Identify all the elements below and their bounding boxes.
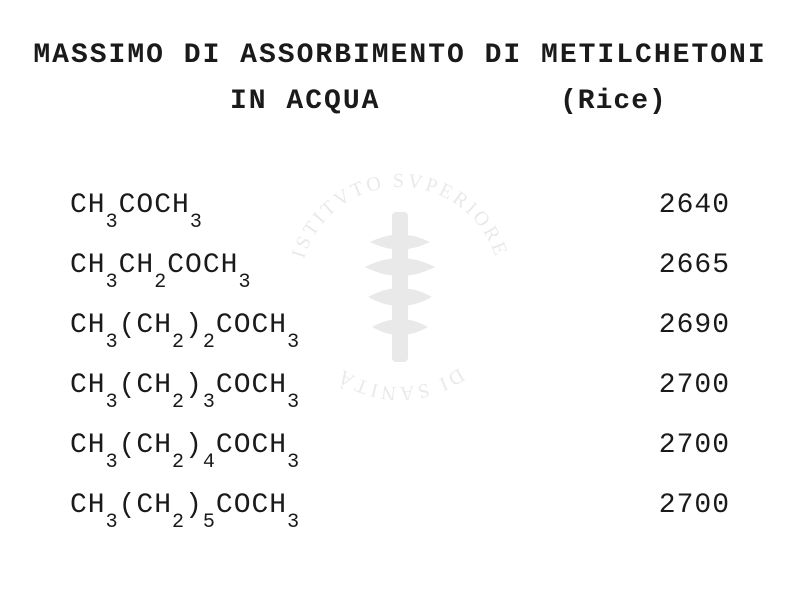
formula: CH3(CH2)3COCH3 [70,370,300,406]
title-author: (Rice) [560,86,667,117]
formula: CH3CH2COCH3 [70,250,251,286]
table-row: CH3COCH3 2640 [70,190,730,250]
absorption-value: 2665 [659,250,730,281]
table-row: CH3CH2COCH3 2665 [70,250,730,310]
absorption-value: 2690 [659,310,730,341]
table-row: CH3(CH2)3COCH3 2700 [70,370,730,430]
formula: CH3(CH2)2COCH3 [70,310,300,346]
absorption-value: 2700 [659,370,730,401]
page: ISTITVTO SVPERIORE DI SANITÀ MASSIMO DI … [0,0,800,600]
formula: CH3(CH2)5COCH3 [70,490,300,526]
title-line-2: IN ACQUA [230,86,380,117]
absorption-value: 2640 [659,190,730,221]
absorption-value: 2700 [659,430,730,461]
entries-table: CH3COCH3 2640 CH3CH2COCH3 2665 CH3(CH2)2COCH… [70,190,730,550]
title-line-1: MASSIMO DI ASSORBIMENTO DI METILCHETONI [0,40,800,71]
absorption-value: 2700 [659,490,730,521]
table-row: CH3(CH2)4COCH3 2700 [70,430,730,490]
formula: CH3(CH2)4COCH3 [70,430,300,466]
table-row: CH3(CH2)5COCH3 2700 [70,490,730,550]
table-row: CH3(CH2)2COCH3 2690 [70,310,730,370]
formula: CH3COCH3 [70,190,203,226]
